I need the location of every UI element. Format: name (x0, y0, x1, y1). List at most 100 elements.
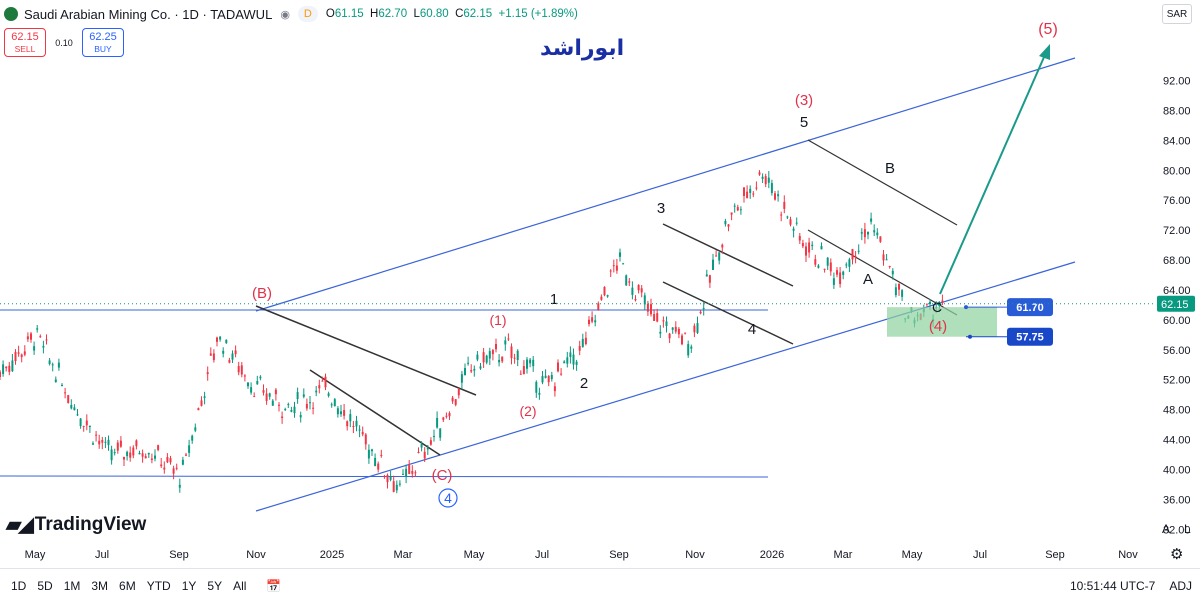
candle-body (758, 172, 761, 175)
currency-button[interactable]: SAR (1162, 4, 1192, 24)
candle-body (324, 376, 327, 388)
candle-body (594, 320, 597, 323)
candle-body (507, 338, 510, 340)
candle-body (832, 278, 835, 285)
candle-body (380, 454, 383, 456)
price-box-label: 61.70 (1016, 302, 1044, 314)
candle-body (203, 396, 206, 398)
candle-body (826, 257, 829, 266)
candle-body (817, 265, 820, 268)
candle-body (30, 333, 32, 340)
candle-body (674, 326, 677, 332)
adj-button[interactable]: ADJ (1169, 579, 1192, 593)
range-button-1y[interactable]: 1Y (181, 579, 197, 593)
sell-button[interactable]: 62.15 SELL (4, 28, 46, 57)
range-button-3m[interactable]: 3M (91, 579, 109, 593)
range-button-all[interactable]: All (233, 579, 247, 593)
candle-body (529, 359, 532, 364)
log-scale-button[interactable]: L (1184, 522, 1191, 536)
candle-body (340, 411, 342, 415)
open-value: 61.15 (334, 8, 364, 20)
symbol-logo-icon (4, 7, 18, 21)
wave-label: (5) (1038, 21, 1058, 38)
candle-body (85, 420, 88, 426)
candle-body (420, 444, 423, 448)
range-button-1m[interactable]: 1M (63, 579, 81, 593)
price-box-dot (968, 334, 972, 339)
visibility-icon[interactable]: ◉ (280, 8, 290, 21)
clock[interactable]: 10:51:44 UTC-7 (1069, 579, 1156, 593)
candle-body (805, 246, 807, 256)
y-tick-label: 32.00 (1163, 524, 1191, 536)
candle-body (126, 451, 129, 457)
tradingview-logo[interactable]: ▰◢ TradingView (6, 513, 147, 537)
candle-body (138, 452, 141, 455)
candle-body (597, 303, 600, 310)
candle-body (764, 176, 767, 185)
candle-body (867, 231, 869, 235)
candle-body (600, 296, 603, 300)
candle-body (408, 465, 411, 475)
calendar-icon[interactable]: 📅 (266, 579, 282, 593)
candle-body (876, 232, 879, 236)
price-axis[interactable]: 92.00 88.00 84.00 80.00 76.00 72.00 68.00 64.00… (0, 76, 1195, 537)
candle-body (625, 275, 628, 286)
candle-body (8, 365, 11, 372)
candle-body (811, 244, 814, 247)
candle-body (343, 410, 346, 416)
candle-body (656, 313, 659, 322)
range-button-5d[interactable]: 5D (37, 579, 53, 593)
candle-body (374, 457, 377, 467)
target-arrow-line (939, 47, 1049, 295)
candle-body (733, 205, 736, 207)
candle-body (17, 352, 20, 354)
candles (0, 170, 944, 494)
range-button-ytd[interactable]: YTD (146, 579, 171, 593)
candle-body (259, 376, 262, 379)
candle-body (693, 325, 696, 333)
y-tick-label: 76.00 (1163, 195, 1191, 207)
candle-body (566, 357, 569, 364)
candle-body (671, 327, 674, 330)
candle-body (690, 346, 693, 349)
spread-value: 0.10 (55, 37, 73, 48)
candle-body (516, 350, 519, 361)
candle-body (479, 366, 482, 369)
candle-body (293, 406, 296, 414)
x-tick-label: Mar (834, 549, 853, 561)
candle-body (386, 475, 389, 483)
settings-gear-icon[interactable]: ⚙ (1170, 546, 1184, 563)
candle-body (271, 400, 274, 406)
candle-body (237, 366, 240, 373)
range-button-5y[interactable]: 5Y (207, 579, 223, 593)
candle-body (346, 421, 349, 427)
time-axis[interactable]: May Jul Sep Nov 2025 Mar May Jul Sep Nov 2026 Mar Ma… (25, 549, 1139, 561)
symbol-header[interactable]: Saudi Arabian Mining Co. · 1D · TADAWUL … (4, 4, 578, 24)
candle-body (646, 303, 649, 312)
y-tick-label: 48.00 (1163, 405, 1191, 417)
wave-circle (438, 488, 458, 508)
delay-badge[interactable]: D (297, 6, 318, 22)
range-button-6m[interactable]: 6M (119, 579, 136, 593)
trend-line (807, 229, 958, 316)
symbol-title[interactable]: Saudi Arabian Mining Co. · 1D · TADAWUL (24, 6, 273, 22)
candle-body (454, 399, 457, 405)
candle-body (92, 443, 94, 445)
auto-scale-button[interactable]: A (1162, 522, 1171, 536)
candle-body (185, 454, 187, 456)
buy-button[interactable]: 62.25 BUY (82, 28, 124, 57)
y-tick-label: 80.00 (1163, 165, 1191, 177)
candle-body (212, 353, 215, 361)
x-tick-label: Jul (95, 549, 109, 561)
candle-body (718, 252, 721, 261)
candle-body (863, 229, 866, 238)
candle-body (606, 295, 609, 297)
range-button-1d[interactable]: 1D (11, 579, 27, 593)
candle-body (299, 415, 302, 418)
candle-body (631, 287, 634, 295)
y-tick-label: 64.00 (1163, 285, 1191, 297)
candle-body (290, 410, 293, 412)
candle-body (575, 361, 578, 365)
x-tick-label: Sep (1045, 549, 1065, 561)
